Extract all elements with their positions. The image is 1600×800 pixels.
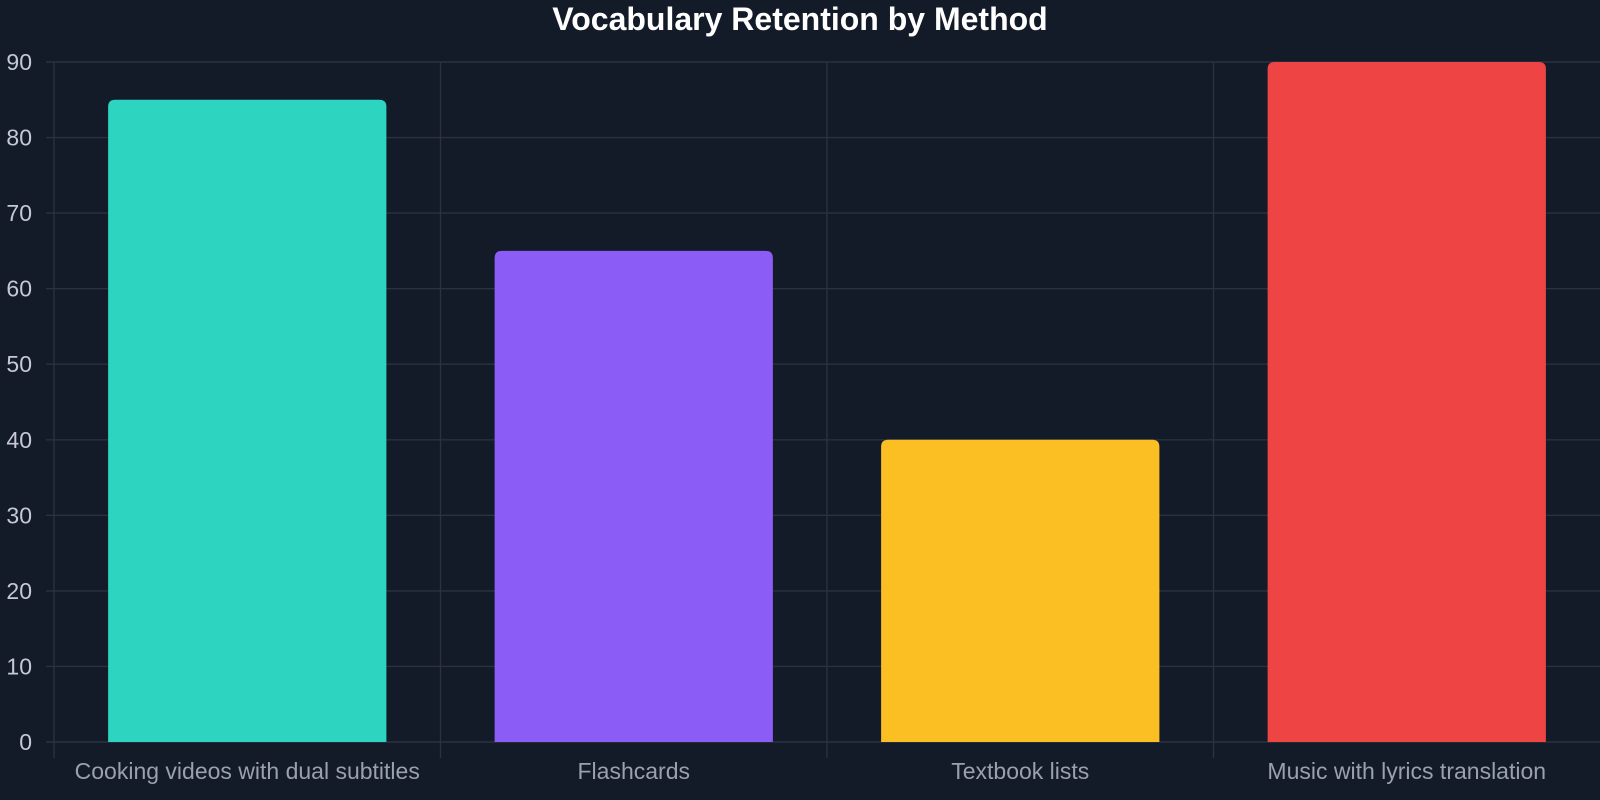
x-axis-labels: Cooking videos with dual subtitles Flashc… [75, 758, 1546, 784]
y-axis-ticks: 0 10 20 30 40 50 60 70 80 90 [6, 49, 32, 755]
bars-layer [108, 62, 1546, 743]
x-tick-label: Cooking videos with dual subtitles [75, 758, 420, 784]
y-tick-label: 60 [6, 276, 32, 302]
chart-title: Vocabulary Retention by Method [552, 1, 1047, 37]
y-tick-label: 0 [19, 729, 32, 755]
y-tick-label: 20 [6, 578, 32, 604]
x-tick-label: Textbook lists [951, 758, 1089, 784]
bar-music-with-lyrics-translation [1267, 62, 1546, 742]
x-tick-label: Music with lyrics translation [1267, 758, 1546, 784]
x-tick-label: Flashcards [578, 758, 690, 784]
y-tick-label: 70 [6, 200, 32, 226]
y-tick-label: 40 [6, 427, 32, 453]
bar-flashcards [494, 250, 773, 742]
bar-cooking-videos-with-dual-subtitles [108, 99, 387, 743]
y-tick-label: 10 [6, 653, 32, 679]
y-tick-label: 90 [6, 49, 32, 75]
y-tick-label: 50 [6, 351, 32, 377]
bar-textbook-lists [881, 439, 1160, 742]
y-tick-label: 30 [6, 502, 32, 528]
y-tick-label: 80 [6, 125, 32, 151]
